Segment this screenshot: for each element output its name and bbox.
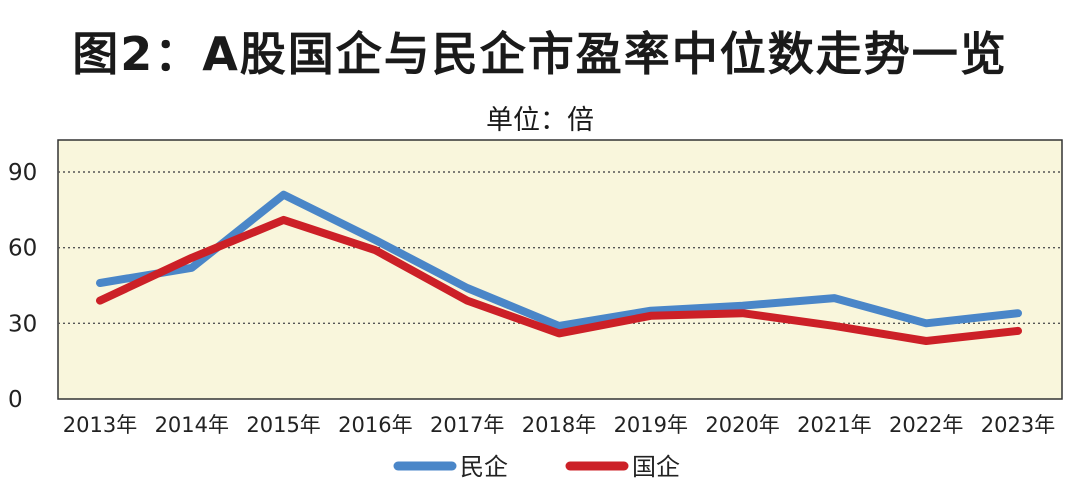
x-tick-label: 2018年 [522, 413, 596, 437]
x-tick-label: 2017年 [430, 413, 504, 437]
x-tick-label: 2015年 [246, 413, 320, 437]
legend-label: 国企 [632, 453, 680, 481]
x-tick-label: 2019年 [614, 413, 688, 437]
x-tick-label: 2022年 [889, 413, 963, 437]
x-tick-label: 2014年 [155, 413, 229, 437]
x-tick-label: 2021年 [797, 413, 871, 437]
x-tick-label: 2023年 [981, 413, 1055, 437]
x-tick-label: 2016年 [338, 413, 412, 437]
chart-title: 图2：A股国企与民企市盈率中位数走势一览 [72, 27, 1008, 81]
x-tick-label: 2020年 [705, 413, 779, 437]
y-tick-label: 0 [8, 387, 23, 413]
chart-subtitle: 单位：倍 [486, 105, 594, 136]
y-tick-label: 90 [8, 160, 37, 186]
y-tick-label: 60 [8, 236, 37, 262]
legend-label: 民企 [460, 453, 508, 481]
y-tick-label: 30 [8, 311, 37, 337]
plot-area [57, 139, 1063, 400]
x-tick-label: 2013年 [63, 413, 137, 437]
